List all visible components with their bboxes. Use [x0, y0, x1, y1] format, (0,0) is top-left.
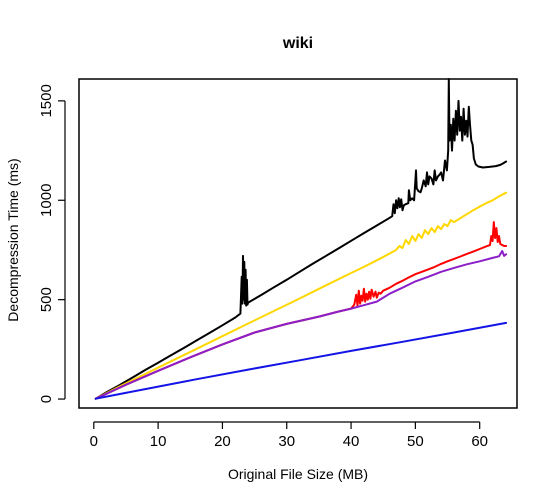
- plot-frame: [78, 78, 518, 409]
- y-tick-label: 1500: [38, 84, 55, 117]
- y-axis-title: Decompression Time (ms): [5, 158, 21, 321]
- x-tick-label: 0: [90, 433, 98, 450]
- series-line-3: [94, 221, 508, 400]
- chart-title: wiki: [282, 35, 313, 52]
- series-line-4: [94, 250, 508, 400]
- x-tick-label: 50: [407, 433, 424, 450]
- y-tick-label: 500: [38, 287, 55, 312]
- x-axis: 0 10 20 30 40 50 60: [90, 421, 488, 450]
- x-axis-title: Original File Size (MB): [228, 466, 368, 482]
- y-tick-label: 0: [38, 395, 55, 403]
- series-layer: [94, 78, 508, 400]
- series-line-1: [94, 78, 508, 400]
- x-tick-label: 20: [214, 433, 231, 450]
- series-line-5: [94, 321, 508, 400]
- x-tick-label: 60: [471, 433, 488, 450]
- series-line-2: [94, 191, 508, 400]
- y-tick-label: 1000: [38, 184, 55, 217]
- y-axis: 0 500 1000 1500: [38, 84, 66, 403]
- x-tick-label: 10: [150, 433, 167, 450]
- x-tick-label: 30: [278, 433, 295, 450]
- x-tick-label: 40: [343, 433, 360, 450]
